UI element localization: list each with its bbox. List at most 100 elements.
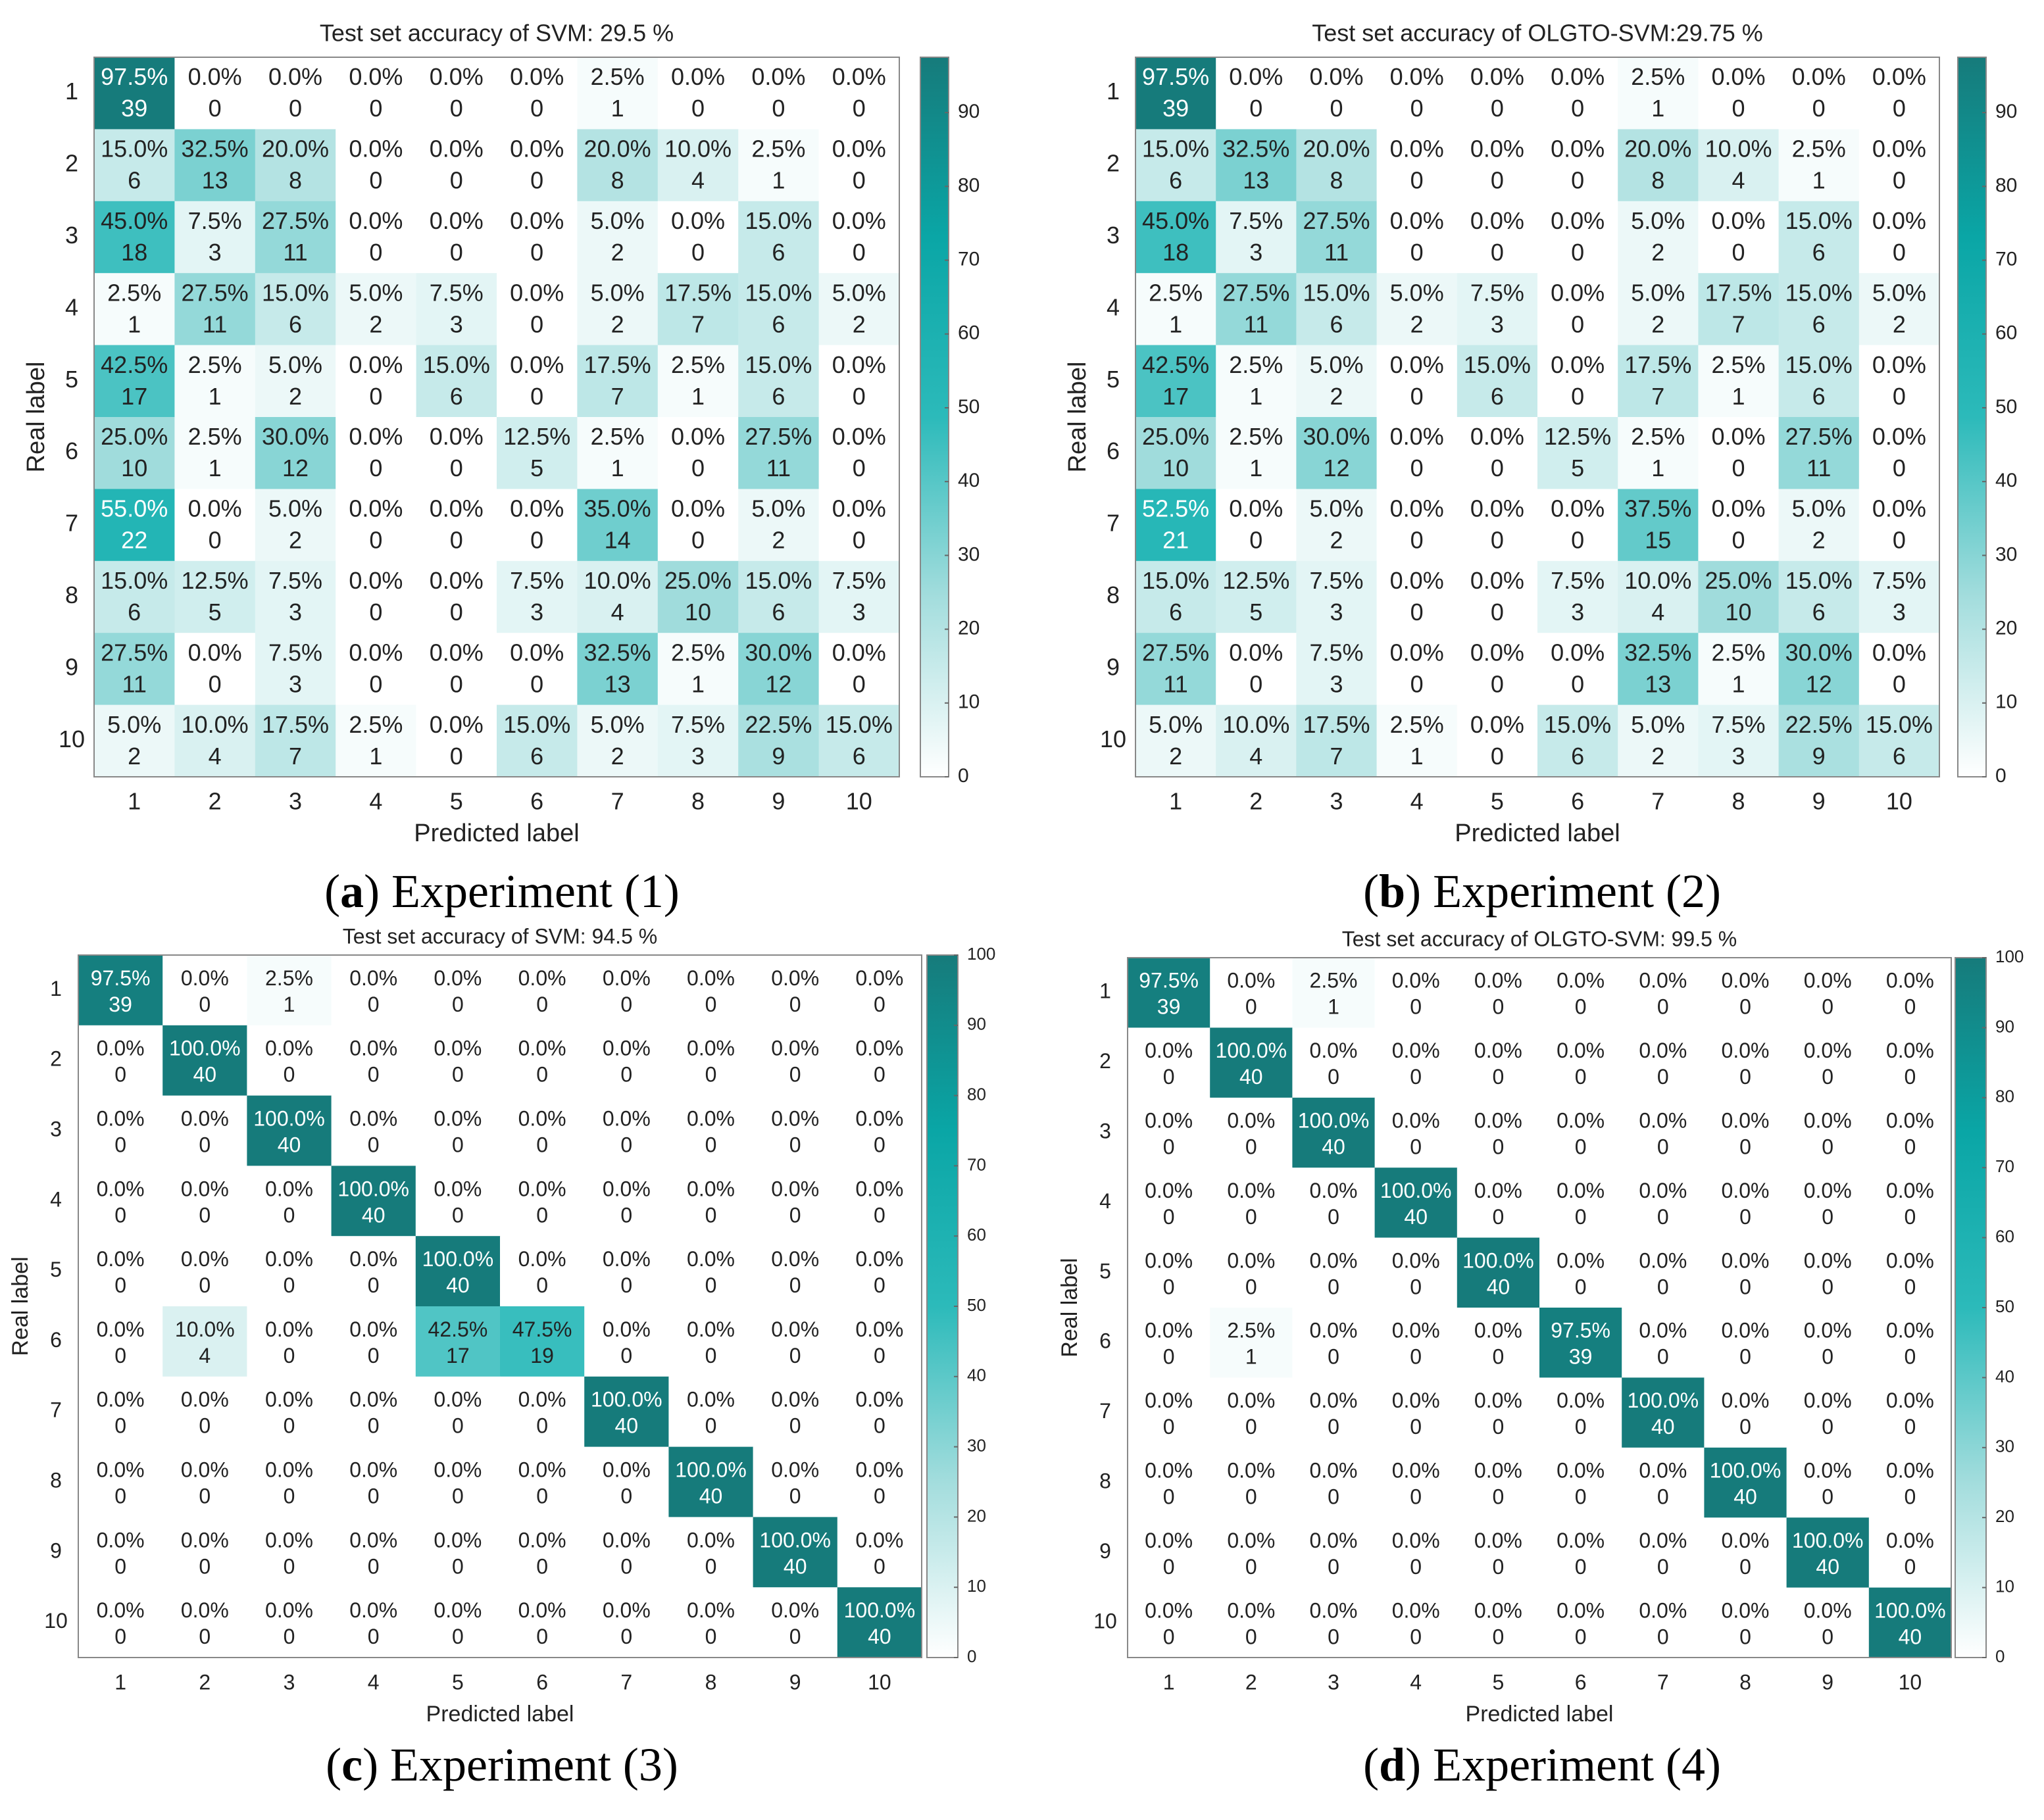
y-tick-label: 5 bbox=[1107, 366, 1120, 393]
cell bbox=[668, 1236, 754, 1307]
colorbar-tick-label: 20 bbox=[958, 618, 980, 639]
cell-percent: 0.0% bbox=[1551, 351, 1605, 378]
cell-count: 11 bbox=[1244, 310, 1268, 337]
colorbar-tick-label: 60 bbox=[958, 322, 980, 344]
cell bbox=[247, 1446, 332, 1517]
cell bbox=[94, 560, 175, 633]
cell-percent: 7.5% bbox=[430, 279, 484, 306]
cell-count: 0 bbox=[1328, 1205, 1339, 1229]
cell-count: 0 bbox=[452, 1133, 464, 1156]
cell bbox=[1374, 1097, 1458, 1168]
cell bbox=[1135, 129, 1216, 202]
cell-percent: 0.0% bbox=[603, 1317, 651, 1341]
cell-percent: 0.0% bbox=[518, 1037, 566, 1060]
cell-count: 0 bbox=[1493, 1205, 1505, 1229]
cell-percent: 0.0% bbox=[349, 1317, 397, 1341]
cell-count: 0 bbox=[114, 1133, 126, 1156]
cell-percent: 0.0% bbox=[265, 1317, 313, 1341]
caption-part: b bbox=[1379, 865, 1405, 918]
cell bbox=[753, 1025, 838, 1096]
cell bbox=[837, 1236, 922, 1307]
cell-percent: 0.0% bbox=[855, 1247, 903, 1271]
cell-percent: 0.0% bbox=[1474, 1458, 1522, 1482]
cell-percent: 10.0% bbox=[1624, 567, 1691, 594]
x-axis-label: Predicted label bbox=[426, 1702, 574, 1727]
cell-percent: 10.0% bbox=[1222, 711, 1289, 738]
y-tick-label: 2 bbox=[1107, 150, 1120, 177]
cell-percent: 32.5% bbox=[584, 639, 651, 666]
cell-percent: 0.0% bbox=[1639, 1248, 1687, 1272]
cell-percent: 0.0% bbox=[1390, 567, 1444, 594]
cell-count: 0 bbox=[1822, 1485, 1833, 1508]
colorbar-tick-label: 10 bbox=[967, 1576, 986, 1596]
cell bbox=[331, 955, 416, 1026]
cell bbox=[247, 1095, 332, 1166]
cell-percent: 5.0% bbox=[591, 207, 645, 234]
cell-count: 0 bbox=[368, 1133, 380, 1156]
cell-count: 3 bbox=[1491, 310, 1504, 337]
cell-percent: 0.0% bbox=[1229, 495, 1283, 522]
cell bbox=[78, 1025, 163, 1096]
cell bbox=[1868, 1447, 1952, 1518]
cell-percent: 0.0% bbox=[1392, 1389, 1440, 1412]
cell bbox=[255, 704, 336, 777]
cell bbox=[1292, 1587, 1376, 1658]
cell bbox=[1216, 560, 1297, 633]
cell bbox=[577, 417, 659, 489]
cell-percent: 5.0% bbox=[1631, 711, 1685, 738]
cell-percent: 0.0% bbox=[687, 1528, 735, 1552]
cell-percent: 0.0% bbox=[1551, 135, 1605, 162]
cell-count: 0 bbox=[284, 1063, 295, 1087]
cell-percent: 0.0% bbox=[1639, 1529, 1687, 1552]
y-tick-label: 6 bbox=[1107, 437, 1120, 464]
cell-count: 6 bbox=[1169, 599, 1182, 626]
cell-count: 1 bbox=[611, 455, 624, 481]
cell-count: 0 bbox=[1493, 1625, 1505, 1648]
cell-percent: 0.0% bbox=[1722, 1319, 1770, 1342]
colorbar-tick-label: 100 bbox=[1995, 947, 2024, 966]
cell-count: 12 bbox=[765, 670, 791, 697]
cell-percent: 22.5% bbox=[1785, 711, 1853, 738]
cell-percent: 0.0% bbox=[1310, 1039, 1358, 1062]
cell bbox=[753, 1587, 838, 1658]
cell-percent: 0.0% bbox=[1557, 1389, 1605, 1412]
cell-count: 0 bbox=[114, 1203, 126, 1227]
cell-percent: 5.0% bbox=[1390, 279, 1444, 306]
cell bbox=[255, 273, 336, 346]
cell-percent: 2.5% bbox=[1227, 1319, 1275, 1342]
cell-percent: 0.0% bbox=[1227, 1108, 1275, 1132]
cell bbox=[657, 201, 739, 274]
cell-percent: 5.0% bbox=[107, 711, 161, 738]
cell-percent: 45.0% bbox=[1142, 207, 1209, 234]
cell bbox=[1868, 1027, 1952, 1098]
colorbar-tick-label: 40 bbox=[1995, 1366, 2014, 1386]
cell bbox=[94, 273, 175, 346]
cell-count: 0 bbox=[853, 239, 866, 266]
cell bbox=[1376, 417, 1458, 489]
y-tick-label: 8 bbox=[65, 581, 78, 608]
cell-count: 0 bbox=[1732, 239, 1745, 266]
cell-count: 40 bbox=[784, 1554, 807, 1578]
cell-percent: 0.0% bbox=[430, 135, 484, 162]
cell-count: 2 bbox=[1893, 310, 1906, 337]
cell-percent: 0.0% bbox=[1551, 279, 1605, 306]
colorbar-tick-label: 90 bbox=[967, 1014, 986, 1034]
cell-percent: 7.5% bbox=[1711, 711, 1765, 738]
caption: (c) Experiment (3) bbox=[326, 1738, 678, 1791]
cell bbox=[1128, 1447, 1210, 1518]
cell bbox=[1135, 489, 1216, 562]
cell-count: 0 bbox=[1491, 527, 1504, 554]
cell bbox=[1376, 704, 1458, 777]
cell-count: 0 bbox=[853, 455, 866, 481]
cell-count: 40 bbox=[1239, 1065, 1263, 1089]
cell-percent: 0.0% bbox=[1722, 1248, 1770, 1272]
cell-count: 0 bbox=[1249, 670, 1262, 697]
cell bbox=[1128, 1097, 1210, 1168]
cell-count: 0 bbox=[536, 1484, 548, 1508]
cell-count: 0 bbox=[789, 1133, 801, 1156]
cell-percent: 30.0% bbox=[1785, 639, 1853, 666]
cell bbox=[1135, 417, 1216, 489]
cell bbox=[1858, 345, 1940, 418]
y-tick-label: 5 bbox=[50, 1258, 62, 1281]
